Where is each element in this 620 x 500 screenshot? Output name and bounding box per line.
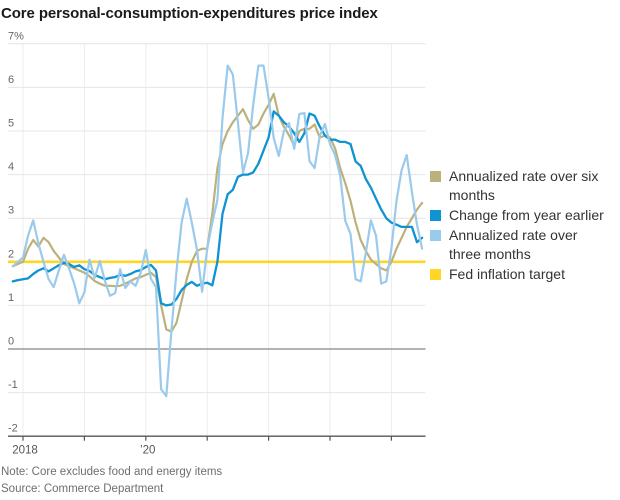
legend-swatch-yoy bbox=[430, 210, 441, 221]
series-line-six-month bbox=[11, 92, 424, 333]
legend-item-yoy: Change from year earlier bbox=[430, 206, 616, 225]
y-axis-label: 1 bbox=[8, 292, 14, 304]
y-axis-label: 2 bbox=[8, 248, 14, 260]
y-axis-label: 4 bbox=[8, 161, 14, 173]
y-axis-label: -1 bbox=[8, 379, 18, 391]
series-line-yoy bbox=[11, 110, 424, 307]
legend-item-fed-target: Fed inflation target bbox=[430, 265, 616, 284]
x-axis-label: ’20 bbox=[140, 445, 155, 457]
legend-item-three-month: Annualized rate over three months bbox=[430, 226, 616, 264]
chart-title: Core personal-consumption-expenditures p… bbox=[1, 5, 378, 22]
y-axis-label: 6 bbox=[8, 74, 14, 86]
y-axis-label: -2 bbox=[8, 423, 18, 435]
y-axis-label: 0 bbox=[8, 336, 14, 348]
legend-swatch-six-month bbox=[430, 171, 441, 182]
legend-item-six-month: Annualized rate over six months bbox=[430, 167, 616, 205]
y-axis-label: 3 bbox=[8, 205, 14, 217]
chart-legend: Annualized rate over six months Change fro… bbox=[430, 167, 616, 285]
series-line-three-month bbox=[11, 64, 424, 398]
chart-source: Source: Commerce Department bbox=[1, 483, 164, 495]
chart-note: Note: Core excludes food and energy item… bbox=[1, 466, 223, 478]
legend-swatch-three-month bbox=[430, 230, 441, 241]
legend-label: Annualized rate over three months bbox=[449, 227, 578, 262]
legend-label: Annualized rate over six months bbox=[449, 168, 599, 203]
legend-swatch-fed-target bbox=[430, 269, 441, 280]
y-axis-label: 7% bbox=[8, 30, 24, 42]
y-axis-label: 5 bbox=[8, 118, 14, 130]
x-axis-label: 2018 bbox=[12, 445, 38, 457]
legend-label: Fed inflation target bbox=[449, 266, 565, 282]
legend-label: Change from year earlier bbox=[449, 207, 604, 223]
